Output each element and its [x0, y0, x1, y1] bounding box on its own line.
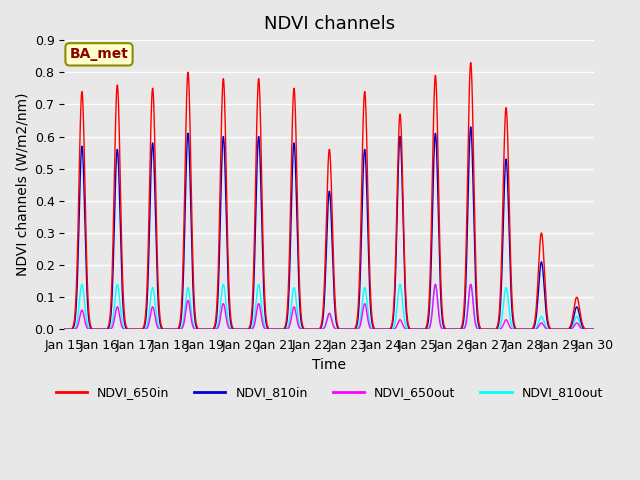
X-axis label: Time: Time — [312, 358, 346, 372]
Title: NDVI channels: NDVI channels — [264, 15, 395, 33]
Text: BA_met: BA_met — [70, 48, 129, 61]
Y-axis label: NDVI channels (W/m2/nm): NDVI channels (W/m2/nm) — [15, 93, 29, 276]
Legend: NDVI_650in, NDVI_810in, NDVI_650out, NDVI_810out: NDVI_650in, NDVI_810in, NDVI_650out, NDV… — [51, 381, 608, 404]
